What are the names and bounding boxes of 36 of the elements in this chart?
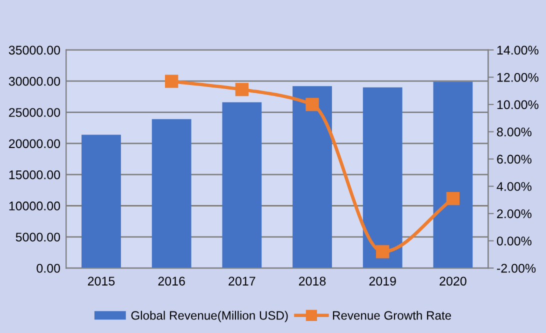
y-tick-label: 5000.00	[16, 232, 60, 242]
y2-tick-label: 10.00%	[497, 100, 538, 110]
y-tick-label: 0.00	[36, 264, 60, 273]
y-tick-label: 35000.00	[8, 46, 60, 55]
y-tick-label: 15000.00	[9, 170, 60, 180]
y2-tick-label: 4.00%	[496, 182, 532, 191]
point	[446, 192, 460, 206]
legend-label: Global Revenue(Million USD)	[131, 310, 288, 322]
bar	[152, 119, 192, 268]
bar	[362, 87, 402, 268]
legend-label: Revenue Growth Rate	[333, 310, 452, 320]
y2-tick-label: -2.00%	[497, 264, 536, 273]
x-tick-label: 2019	[369, 276, 396, 286]
point	[376, 245, 390, 258]
x-tick-label: 2017	[228, 276, 256, 286]
bar	[292, 86, 332, 268]
y2-tick-label: 8.00%	[497, 128, 532, 136]
y-tick-label: 10000.00	[9, 202, 60, 210]
point	[235, 82, 249, 96]
y2-tick-label: 2.00%	[497, 209, 532, 218]
y2-tick-label: 6.00%	[497, 154, 532, 164]
point	[306, 98, 319, 112]
bar	[222, 102, 262, 268]
x-tick-label: 2020	[440, 276, 466, 286]
y-tick-label: 25000.00	[9, 108, 60, 117]
y2-tick-label: 14.00%	[497, 46, 538, 55]
x-tick-label: 2015	[88, 276, 115, 286]
x-tick-label: 2016	[158, 276, 185, 286]
point	[164, 74, 178, 88]
x-tick-label: 2018	[298, 276, 326, 286]
y2-tick-label: 0.00%	[496, 236, 532, 246]
bar	[82, 134, 121, 268]
y-tick-label: 20000.00	[9, 139, 60, 148]
y-tick-label: 30000.00	[8, 76, 60, 86]
y2-tick-label: 12.00%	[497, 73, 538, 82]
bar	[433, 82, 473, 268]
